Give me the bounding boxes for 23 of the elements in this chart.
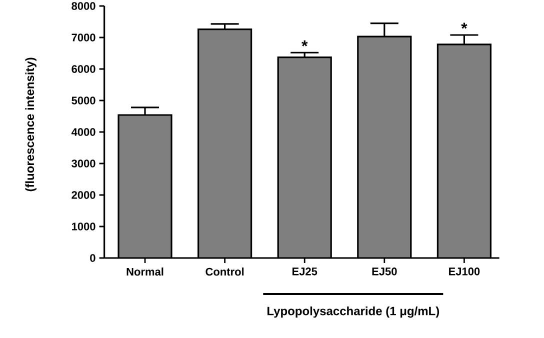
y-tick-label: 2000: [72, 191, 96, 199]
annotation: *: [461, 22, 468, 29]
bar: [118, 114, 172, 258]
x-tick-label: EJ25: [292, 268, 318, 276]
x-tick-label: Normal: [126, 268, 164, 276]
y-tick-label: 1000: [72, 222, 96, 230]
y-tick-label: 3000: [72, 160, 96, 168]
x-tick-label: Control: [206, 268, 244, 276]
bar: [198, 29, 252, 258]
x-axis-title: Lypopolysaccharide (1 μg/mL): [267, 306, 440, 318]
x-tick-label: EJ100: [449, 268, 480, 276]
y-tick-label: 7000: [72, 34, 96, 42]
annotation: *: [302, 40, 308, 46]
y-tick-label: 4000: [71, 128, 96, 136]
bar: [436, 44, 492, 258]
y-tick-label: 5000: [72, 96, 96, 104]
x-tick-label: EJ50: [372, 268, 397, 276]
y-tick-label: 6000: [72, 65, 96, 73]
bar: [358, 36, 411, 258]
y-tick-label: 0: [90, 254, 96, 262]
bar: [278, 57, 332, 258]
y-tick-label: 8000: [72, 2, 96, 10]
y-axis-title: (fluorescence intensity): [25, 58, 36, 192]
